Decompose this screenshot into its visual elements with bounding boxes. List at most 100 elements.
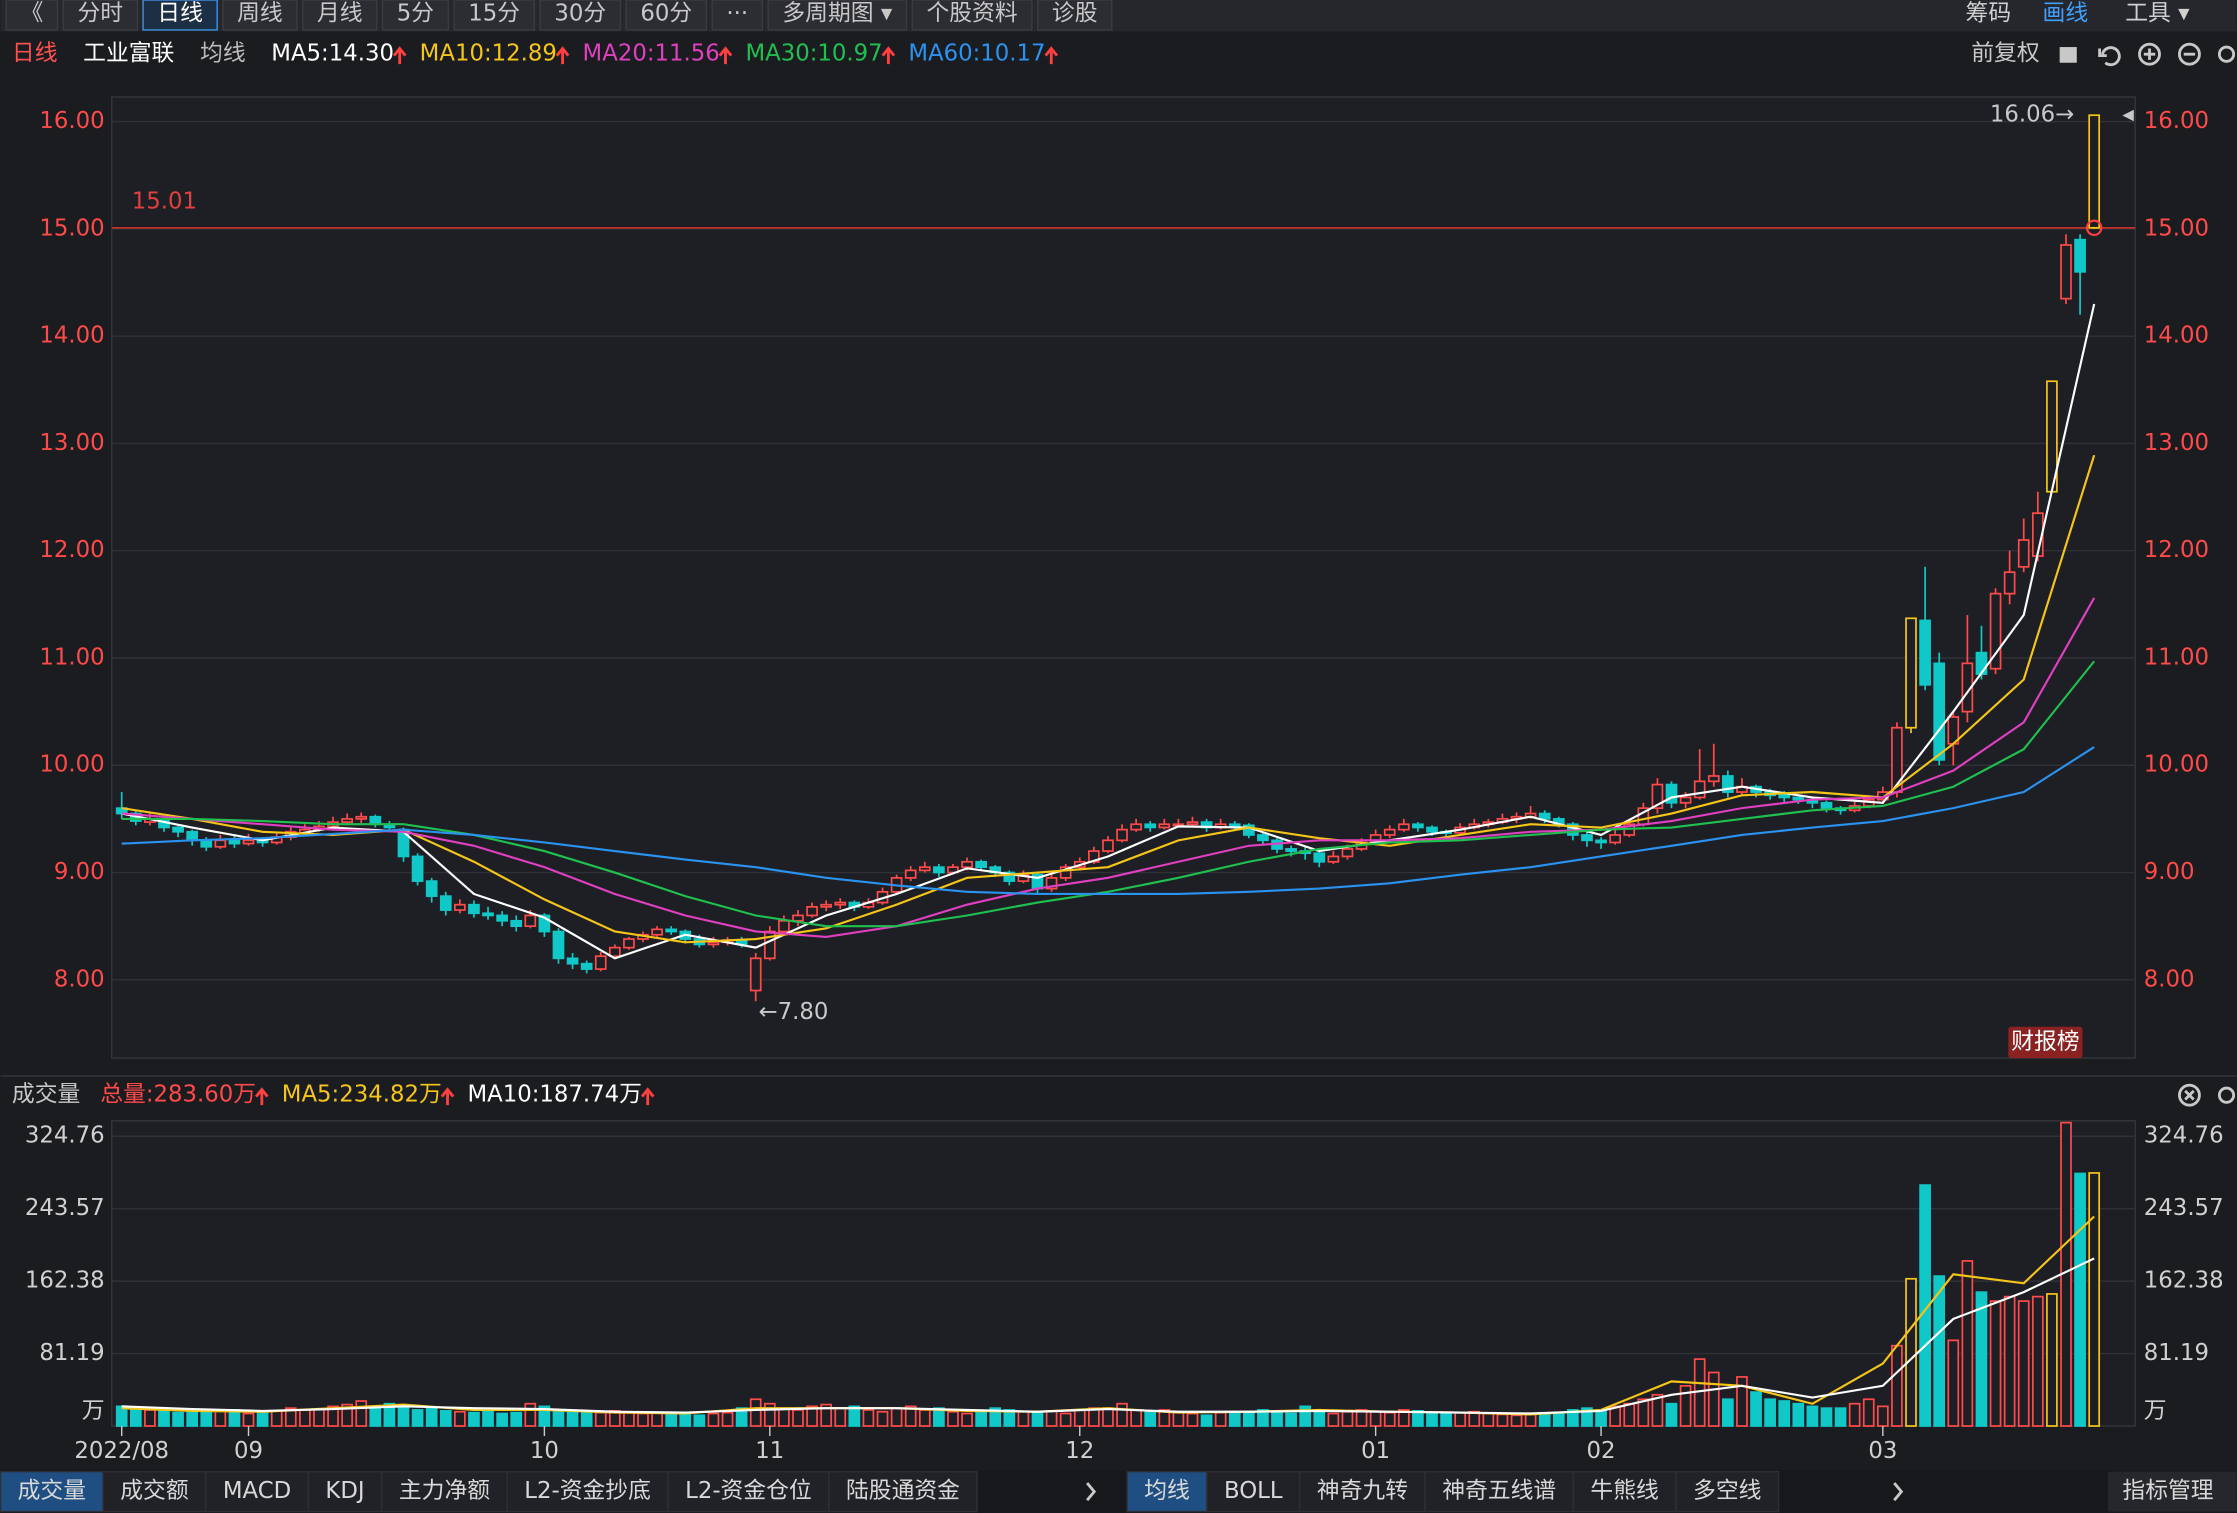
- tab-label[interactable]: 月线: [317, 1, 363, 27]
- indicator-tab-label[interactable]: 神奇九转: [1317, 1478, 1408, 1504]
- candle-body: [1905, 617, 1917, 729]
- adjust-mode[interactable]: 前复权: [1971, 41, 2040, 67]
- volume-bar: [1848, 1402, 1861, 1427]
- tab[interactable]: [381, 0, 450, 31]
- tab[interactable]: [1036, 0, 1113, 31]
- indicator-tab-label[interactable]: KDJ: [325, 1478, 364, 1504]
- volume-bar: [834, 1407, 847, 1427]
- volume-bar: [961, 1412, 973, 1427]
- tab-label[interactable]: 《: [20, 1, 43, 27]
- volume-bar: [2017, 1300, 2030, 1427]
- manage-label[interactable]: 指标管理: [2122, 1478, 2213, 1504]
- indicator-tab-label[interactable]: MACD: [223, 1478, 291, 1504]
- candle-body: [1130, 823, 1142, 831]
- indicator-tab[interactable]: [205, 1470, 310, 1513]
- tab[interactable]: [142, 0, 218, 31]
- indicator-tab-label[interactable]: L2-资金仓位: [685, 1478, 812, 1504]
- tab[interactable]: [5, 0, 59, 31]
- indicator-tab-label[interactable]: 多空线: [1693, 1478, 1761, 1504]
- x-tick-label: 11: [755, 1438, 784, 1464]
- candle-body: [1426, 826, 1438, 833]
- tab[interactable]: [222, 0, 298, 31]
- tab-label[interactable]: 多周期图 ▾: [782, 1, 892, 27]
- tab-label[interactable]: 日线: [157, 1, 203, 27]
- indicator-tab-label[interactable]: 神奇五线谱: [1442, 1478, 1556, 1504]
- y-tick-label-right: 14.00: [2144, 323, 2209, 349]
- volume-bar: [1707, 1371, 1720, 1427]
- indicator-tab[interactable]: [828, 1470, 978, 1513]
- candle-body: [510, 919, 523, 928]
- indicator-tab[interactable]: [102, 1470, 207, 1513]
- indicator-tab-label[interactable]: 成交额: [120, 1478, 189, 1504]
- zoom-in-icon[interactable]: [2138, 42, 2161, 66]
- volume-bar: [1665, 1402, 1678, 1427]
- price-line-label: 15.01: [132, 189, 197, 215]
- tab-label[interactable]: 分时: [77, 1, 123, 27]
- tab-label[interactable]: 30分: [554, 1, 606, 27]
- volume-bar: [792, 1409, 804, 1427]
- tab[interactable]: [301, 0, 378, 31]
- indicator-tab[interactable]: [1206, 1470, 1301, 1513]
- tab[interactable]: [911, 0, 1033, 31]
- indicator-tab[interactable]: [1572, 1470, 1677, 1513]
- tab-label[interactable]: 5分: [397, 1, 434, 27]
- undo-icon[interactable]: [2098, 46, 2121, 67]
- volume-bar: [1242, 1410, 1255, 1427]
- volume-bar: [665, 1413, 678, 1427]
- badge-bg[interactable]: [2008, 1026, 2083, 1059]
- indicator-tab-label[interactable]: 陆股通资金: [846, 1478, 960, 1504]
- tab-label[interactable]: 15分: [468, 1, 520, 27]
- candle-body: [2074, 238, 2086, 273]
- candle-body: [1989, 592, 2002, 670]
- tab-label[interactable]: 诊股: [1052, 1, 1098, 27]
- candle-body: [1257, 834, 1269, 842]
- toolbar-right[interactable]: 筹码: [1966, 1, 2012, 27]
- indicator-tab-label[interactable]: 成交量: [18, 1478, 86, 1504]
- volume-bar: [721, 1411, 734, 1427]
- tab[interactable]: [767, 0, 908, 31]
- zoom-out-icon[interactable]: [2178, 42, 2201, 66]
- tab-label[interactable]: 个股资料: [926, 1, 1017, 27]
- legend-entry: MA60:10.17: [908, 41, 1045, 67]
- scroll-arrow[interactable]: [1893, 1482, 1904, 1502]
- scroll-arrow[interactable]: [1086, 1482, 1097, 1502]
- close-icon[interactable]: [2178, 1083, 2201, 1107]
- indicator-tab[interactable]: [1298, 1470, 1426, 1513]
- settings-icon[interactable]: [2217, 45, 2236, 63]
- indicator-tab[interactable]: [0, 1470, 104, 1513]
- tab[interactable]: [539, 0, 622, 31]
- toolbar-right[interactable]: 画线: [2043, 1, 2089, 27]
- volume-bar: [1031, 1411, 1044, 1427]
- indicator-tab[interactable]: [1675, 1470, 1780, 1513]
- tab[interactable]: [711, 0, 764, 31]
- tab[interactable]: [625, 0, 708, 31]
- tab-label[interactable]: ···: [726, 1, 748, 27]
- indicator-tab-label[interactable]: 均线: [1144, 1478, 1190, 1504]
- manage-button[interactable]: [2108, 1471, 2237, 1512]
- indicator-tab[interactable]: [381, 1470, 508, 1513]
- tab[interactable]: [62, 0, 139, 31]
- volume-bar: [397, 1406, 410, 1427]
- candle-body: [341, 818, 353, 823]
- candle-body: [200, 839, 213, 848]
- volume-settings-icon[interactable]: [2217, 1086, 2236, 1104]
- y-tick-label-right: 10.00: [2144, 752, 2209, 778]
- tab[interactable]: [453, 0, 536, 31]
- tab-label[interactable]: 60分: [640, 1, 692, 27]
- indicator-tab-label[interactable]: BOLL: [1224, 1478, 1283, 1504]
- volume-bar: [510, 1411, 523, 1427]
- toolbar-right[interactable]: 工具 ▾: [2125, 1, 2190, 27]
- indicator-tab-label[interactable]: 牛熊线: [1590, 1478, 1658, 1504]
- candle-body: [242, 839, 255, 845]
- lock-icon[interactable]: [2059, 47, 2077, 63]
- volume-bar: [284, 1407, 297, 1427]
- tab-label[interactable]: 周线: [237, 1, 283, 27]
- candle-body: [580, 962, 593, 970]
- indicator-tab[interactable]: [667, 1470, 830, 1513]
- badge[interactable]: 财报榜: [2011, 1029, 2079, 1055]
- indicator-tab-label[interactable]: L2-资金抄底: [524, 1478, 651, 1504]
- indicator-tab-label[interactable]: 主力净额: [399, 1478, 490, 1504]
- volume-bar: [1538, 1412, 1551, 1427]
- candle-body: [186, 830, 199, 842]
- candle-body: [1285, 848, 1297, 852]
